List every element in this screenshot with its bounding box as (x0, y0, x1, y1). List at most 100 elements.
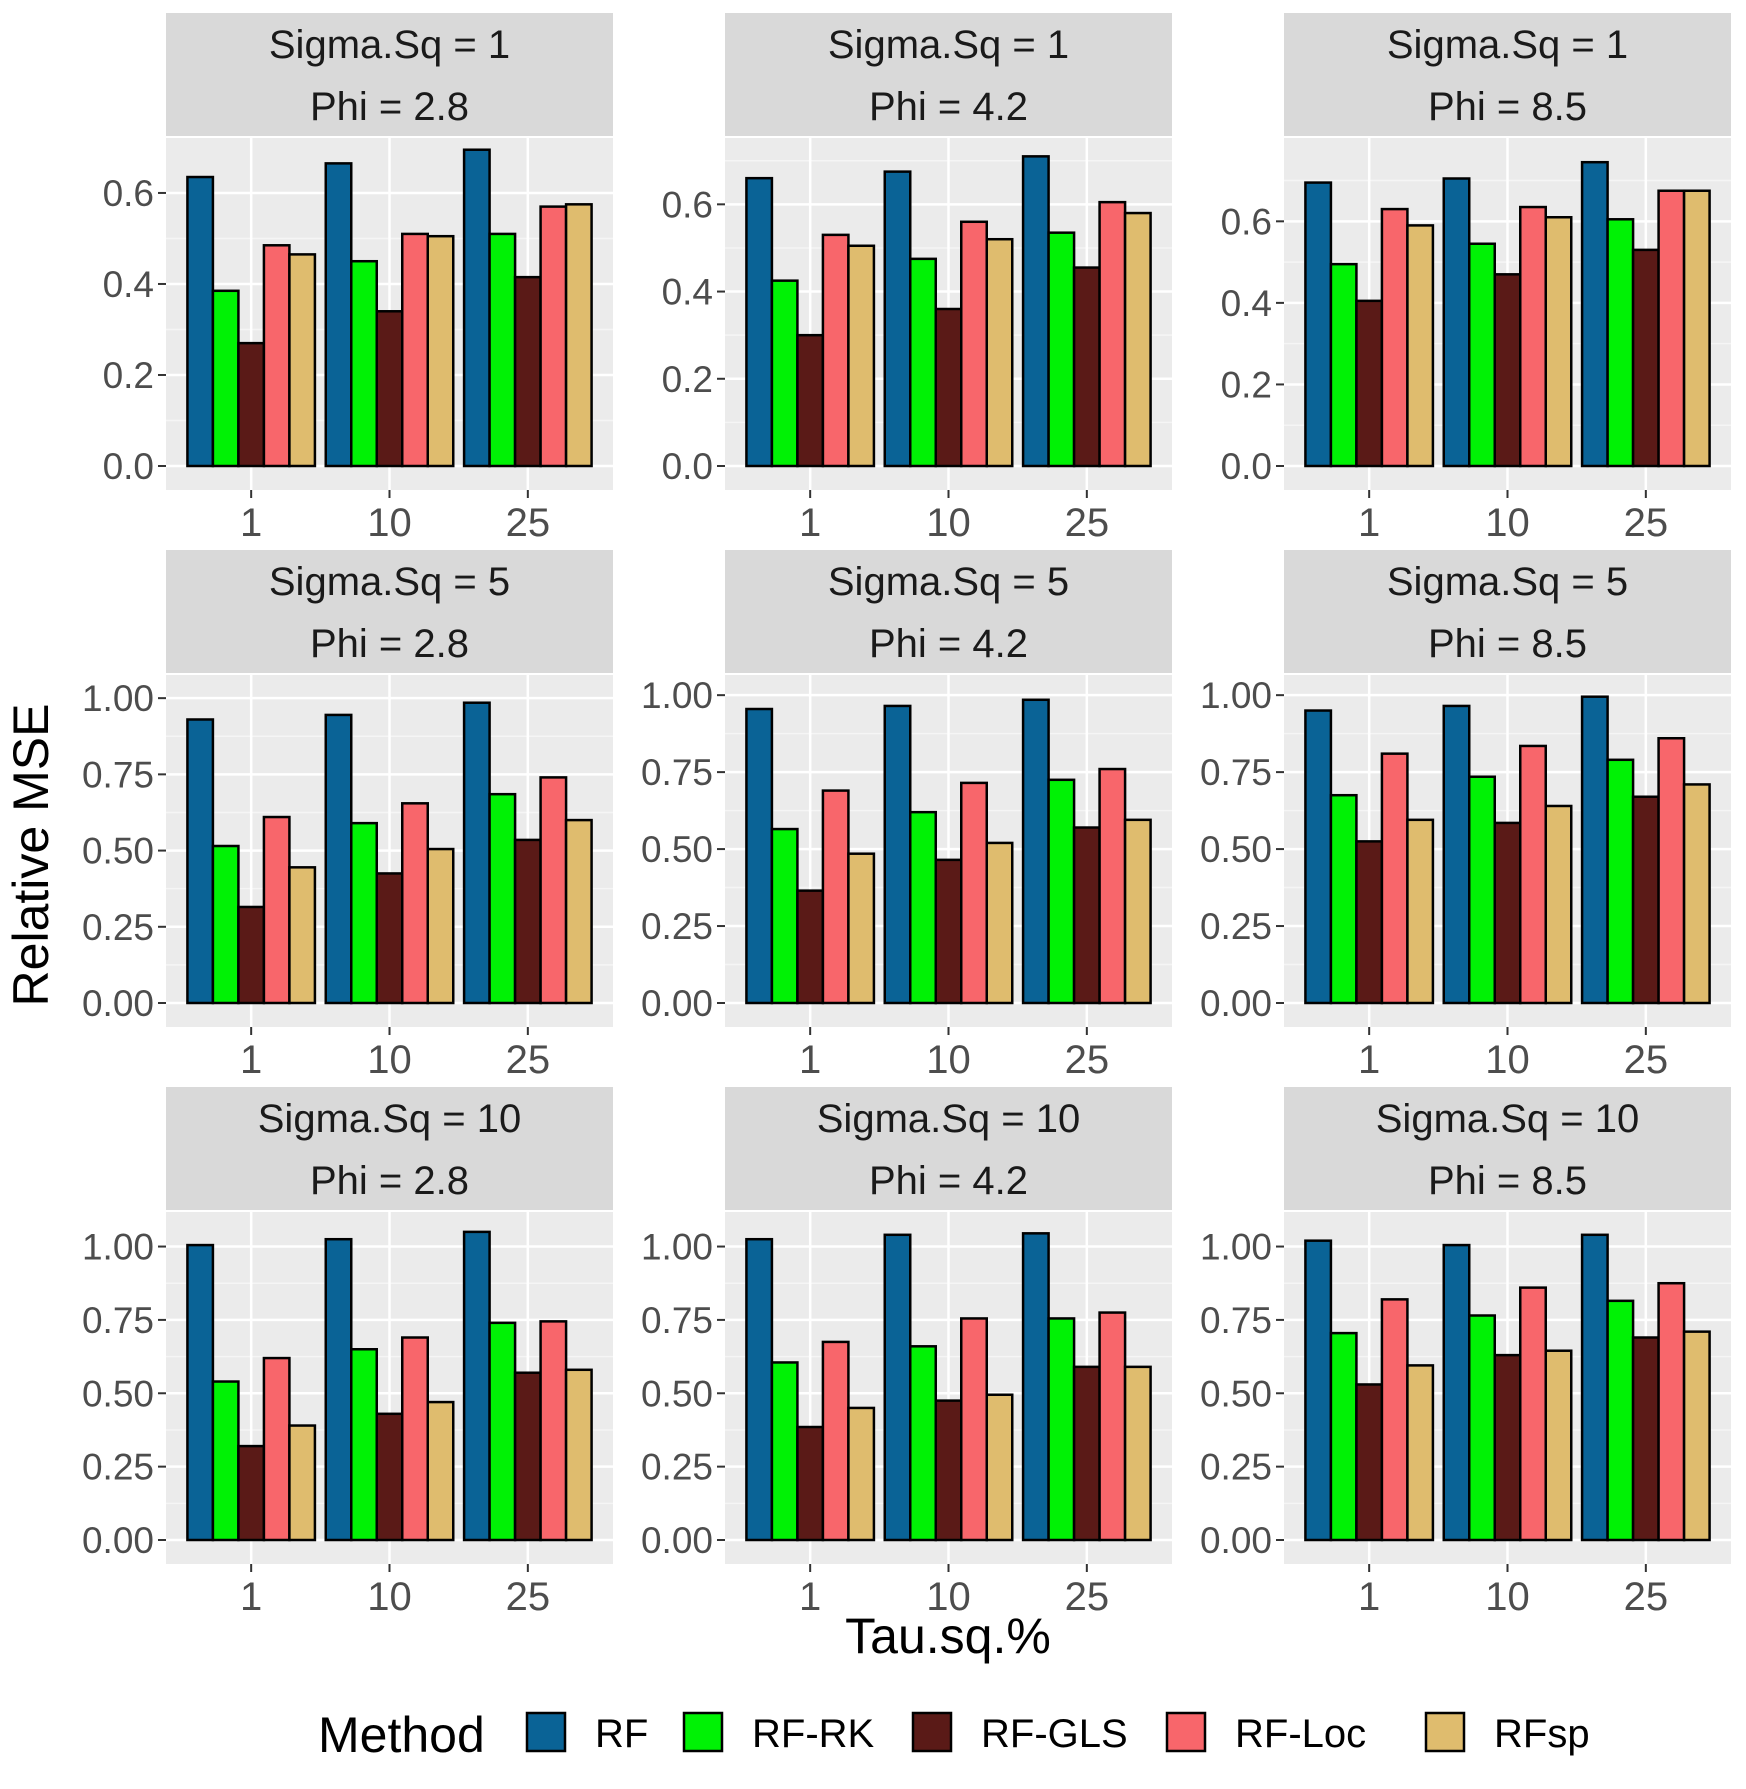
bar-rf-rk-tau-10 (1468, 1314, 1496, 1542)
x-tick-label: 1 (799, 1038, 821, 1082)
bar-rf-rk-tau-1 (211, 1380, 240, 1542)
bar-rf-rk-tau-1 (211, 844, 240, 1005)
panel-strip (1284, 550, 1731, 673)
x-tick-label: 10 (1485, 1575, 1530, 1619)
x-tick-label: 1 (1358, 1575, 1380, 1619)
y-tick-label: 0.75 (641, 752, 713, 793)
y-tick-label: 0.4 (1221, 283, 1272, 324)
strip-label-sigma: Sigma.Sq = 1 (828, 23, 1069, 67)
y-tick-label: 0.75 (82, 1300, 154, 1341)
bar-rf-gls-tau-10 (934, 307, 963, 468)
bar-rf-rk-tau-1 (1329, 1331, 1358, 1542)
bar-rf-rk-tau-10 (350, 1348, 378, 1542)
x-tick-label: 25 (506, 1038, 551, 1082)
bar-rf-rk-tau-10 (350, 821, 378, 1005)
bar-rf-tau-1 (745, 707, 774, 1005)
strip-label-sigma: Sigma.Sq = 10 (1376, 1097, 1640, 1141)
y-tick-label: 0.25 (82, 907, 154, 948)
y-tick-label: 1.00 (1200, 1227, 1272, 1268)
bar-rf-rk-tau-25 (1606, 1299, 1635, 1542)
bar-rf-tau-10 (883, 170, 912, 468)
bar-rf-loc-tau-10 (1519, 744, 1547, 1005)
bar-rf-rk-tau-25 (1606, 218, 1635, 468)
bar-rf-gls-tau-10 (1493, 821, 1522, 1005)
bar-rf-tau-25 (1580, 695, 1609, 1005)
bar-rfsp-tau-1 (288, 253, 317, 468)
panel-strip (725, 1087, 1172, 1210)
bar-rf-loc-tau-1 (1380, 207, 1409, 468)
y-axis-title: Relative MSE (3, 704, 59, 1007)
bar-rf-tau-10 (324, 1237, 353, 1542)
bar-rfsp-tau-25 (1682, 189, 1711, 468)
bar-rf-rk-tau-25 (488, 792, 517, 1005)
bar-rf-tau-25 (1580, 160, 1609, 468)
bar-rf-rk-tau-25 (1606, 758, 1635, 1005)
bar-rf-gls-tau-1 (237, 905, 266, 1005)
legend: Method RF RF-RK RF-GLS RF-Loc RFsp (318, 1707, 1590, 1763)
bar-rfsp-tau-25 (564, 203, 593, 468)
bar-rf-gls-tau-25 (513, 1371, 542, 1542)
panel-5: Sigma.Sq = 5 Phi = 4.2 0.00 0.25 0.50 0.75 1.0… (641, 550, 1172, 1082)
bar-rf-tau-25 (462, 701, 491, 1005)
panel-strip (1284, 1087, 1731, 1210)
y-tick-label: 0.6 (103, 173, 154, 214)
bar-rf-tau-1 (1304, 709, 1333, 1005)
legend-key-rf-loc (1165, 1711, 1207, 1753)
bar-rf-gls-tau-1 (237, 1444, 266, 1542)
y-tick-label: 0.00 (1200, 983, 1272, 1024)
x-tick-label: 25 (1065, 1575, 1110, 1619)
x-tick-label: 10 (1485, 501, 1530, 545)
bar-rf-loc-tau-25 (539, 1320, 568, 1542)
y-tick-label: 0.00 (82, 983, 154, 1024)
y-tick-label: 0.0 (662, 446, 713, 487)
bar-rfsp-tau-10 (426, 1400, 455, 1542)
panel-7: Sigma.Sq = 10 Phi = 2.8 0.00 0.25 0.50 0.75 1.… (82, 1087, 613, 1619)
strip-label-phi: Phi = 4.2 (869, 1159, 1028, 1203)
y-tick-label: 0.50 (641, 1373, 713, 1414)
bar-rfsp-tau-10 (426, 847, 455, 1005)
bar-rf-tau-10 (324, 713, 353, 1005)
legend-label-rf-rk: RF-RK (752, 1712, 875, 1756)
bar-rf-loc-tau-10 (401, 232, 429, 468)
bar-rf-tau-1 (186, 718, 215, 1005)
bar-rf-loc-tau-25 (1098, 1311, 1127, 1542)
strip-label-phi: Phi = 8.5 (1428, 1159, 1587, 1203)
y-tick-label: 0.25 (641, 1447, 713, 1488)
panel-strip (725, 13, 1172, 136)
x-tick-label: 25 (1624, 1575, 1669, 1619)
y-tick-label: 0.25 (1200, 1447, 1272, 1488)
x-tick-label: 1 (799, 1575, 821, 1619)
bar-rf-gls-tau-1 (1355, 1383, 1384, 1542)
y-tick-label: 0.0 (103, 446, 154, 487)
bar-rf-gls-tau-25 (1072, 266, 1101, 468)
y-tick-label: 0.6 (1221, 201, 1272, 242)
legend-label-rf: RF (595, 1712, 648, 1756)
bar-rf-gls-tau-25 (1631, 248, 1660, 468)
panel-strip (166, 550, 613, 673)
bar-rf-loc-tau-1 (1380, 752, 1409, 1005)
bar-rf-gls-tau-1 (796, 889, 825, 1005)
x-tick-label: 25 (1624, 501, 1669, 545)
bar-rf-loc-tau-25 (539, 205, 568, 468)
bar-rf-rk-tau-1 (211, 289, 240, 468)
bar-rfsp-tau-10 (1544, 1349, 1573, 1542)
bar-rf-gls-tau-25 (513, 275, 542, 468)
panel-2: Sigma.Sq = 1 Phi = 4.2 0.0 0.2 0.4 0.6 1 10 25 (662, 13, 1172, 545)
y-tick-label: 0.2 (1221, 364, 1272, 405)
y-tick-label: 0.0 (1221, 446, 1272, 487)
bar-rf-gls-tau-1 (237, 341, 266, 468)
strip-label-sigma: Sigma.Sq = 5 (828, 560, 1069, 604)
panel-strip (1284, 13, 1731, 136)
legend-key-rf-gls (911, 1711, 953, 1753)
bar-rf-loc-tau-10 (1519, 205, 1547, 468)
bar-rf-rk-tau-25 (1047, 231, 1076, 468)
bar-rf-rk-tau-1 (770, 827, 799, 1005)
bar-rf-tau-25 (1021, 1232, 1050, 1542)
x-tick-label: 10 (926, 501, 971, 545)
x-tick-label: 10 (926, 1038, 971, 1082)
bar-rf-tau-25 (1021, 155, 1050, 468)
y-tick-label: 1.00 (82, 1227, 154, 1268)
strip-label-phi: Phi = 2.8 (310, 85, 469, 129)
bar-rf-tau-10 (324, 162, 353, 468)
strip-label-sigma: Sigma.Sq = 10 (817, 1097, 1081, 1141)
